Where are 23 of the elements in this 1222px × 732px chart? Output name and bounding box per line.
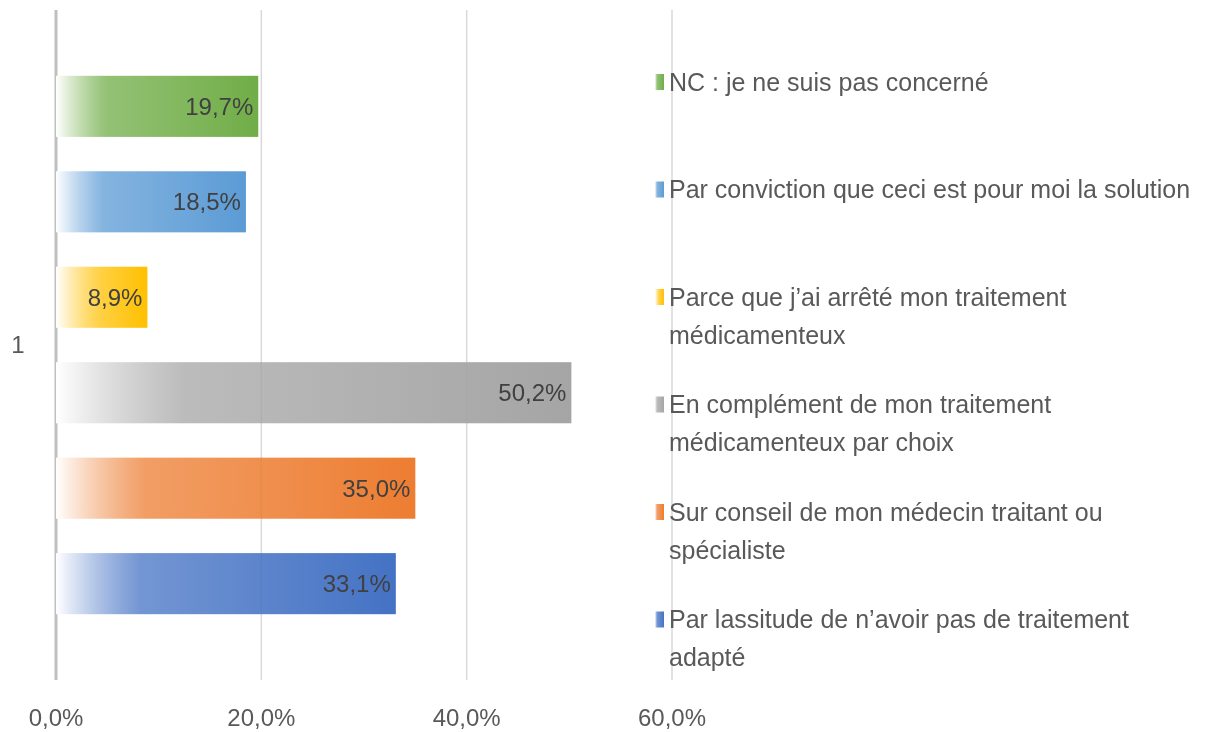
legend-label: Sur conseil de mon médecin traitant ou spécialiste	[669, 497, 1103, 564]
data-label: 18,5%	[172, 188, 241, 216]
legend-label: Par lassitude de n’avoir pas de traitement adapté	[669, 605, 1130, 672]
bar	[56, 362, 572, 424]
data-label: 33,1%	[322, 570, 391, 598]
legend-label: Parce que j’ai arrêté mon traitement médicamenteux	[669, 282, 1067, 349]
y-tick-label: 1	[11, 331, 25, 359]
bar	[56, 75, 259, 137]
x-tick-label: 40,0%	[432, 704, 501, 732]
legend-label: NC : je ne suis pas concerné	[669, 67, 989, 96]
legend-label: Par conviction que ceci est pour moi la solution	[669, 175, 1191, 204]
bar	[56, 266, 148, 328]
bar	[56, 553, 396, 615]
data-label: 35,0%	[342, 474, 411, 502]
x-tick-label: 60,0%	[637, 704, 707, 732]
data-label: 50,2%	[498, 379, 567, 407]
legend-label: En complément de mon traitement médicamenteux par choix	[669, 390, 1052, 457]
bar	[56, 457, 416, 519]
x-tick-label: 0,0%	[28, 704, 84, 732]
data-label: 19,7%	[185, 92, 254, 120]
bar	[56, 171, 246, 233]
data-label: 8,9%	[87, 283, 143, 311]
x-tick-label: 20,0%	[227, 704, 296, 732]
